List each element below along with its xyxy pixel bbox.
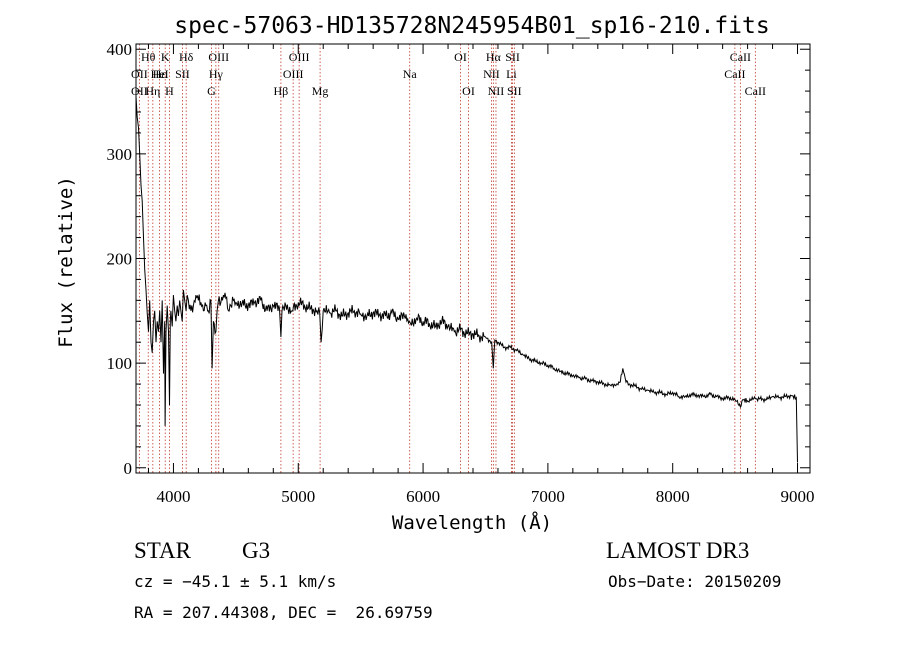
y-axis-label: Flux (relative) — [55, 176, 77, 348]
y-axis: 0 100 200 300 400 — [107, 40, 810, 478]
line-label: Hη — [145, 84, 160, 98]
line-label: SII — [507, 84, 522, 98]
line-label: Hβ — [274, 84, 289, 98]
y-tick-label: 200 — [107, 250, 133, 269]
plot-frame — [135, 43, 811, 474]
line-label: G — [207, 84, 216, 98]
survey-name: LAMOST DR3 — [606, 538, 750, 563]
x-tick-label: 8000 — [656, 487, 690, 506]
line-label: Hθ — [141, 50, 156, 64]
line-label: NII — [488, 84, 505, 98]
line-label: Mg — [312, 84, 329, 98]
coordinates: RA = 207.44308, DEC = 26.69759 — [134, 603, 433, 622]
line-label: CaII — [745, 84, 766, 98]
x-tick-label: 5000 — [281, 487, 315, 506]
line-label: CaII — [730, 50, 751, 64]
line-label: OIII — [289, 50, 310, 64]
line-label: SII — [175, 67, 190, 81]
line-label: CaII — [724, 67, 745, 81]
x-tick-label: 6000 — [406, 487, 440, 506]
line-label: OII — [131, 67, 148, 81]
line-label: Hα — [486, 50, 502, 64]
y-tick-label: 300 — [107, 145, 133, 164]
marker-lines — [138, 44, 756, 473]
line-label: K — [161, 50, 170, 64]
x-axis-label: Wavelength (Å) — [392, 511, 552, 534]
line-label: SII — [505, 50, 520, 64]
y-tick-label: 0 — [124, 459, 133, 478]
x-tick-label: 9000 — [781, 487, 815, 506]
line-label: OIII — [208, 50, 229, 64]
line-label: H — [165, 84, 174, 98]
x-axis: 4000 5000 6000 7000 8000 9000 — [147, 44, 815, 506]
redshift-cz: cz = −45.1 ± 5.1 km/s — [134, 572, 337, 591]
line-label: OI — [462, 84, 475, 98]
line-label: Hδ — [179, 50, 194, 64]
x-tick-label: 7000 — [531, 487, 565, 506]
object-class: STAR — [134, 538, 191, 563]
line-label: NII — [483, 67, 500, 81]
line-label: Na — [403, 67, 418, 81]
line-label: OIII — [283, 67, 304, 81]
line-label: OI — [454, 50, 467, 64]
line-label: Hε — [153, 67, 167, 81]
object-subclass: G3 — [242, 538, 271, 563]
chart-title: spec-57063-HD135728N245954B01_sp16-210.f… — [174, 13, 769, 39]
y-tick-label: 400 — [107, 40, 133, 59]
x-tick-label: 4000 — [156, 487, 190, 506]
line-label: Hγ — [209, 67, 224, 81]
observation-date: Obs−Date: 20150209 — [608, 572, 782, 591]
line-label: Li — [506, 67, 517, 81]
y-tick-label: 100 — [107, 354, 133, 373]
spectrum-line — [135, 96, 798, 463]
line-label: HeI — [151, 67, 169, 81]
